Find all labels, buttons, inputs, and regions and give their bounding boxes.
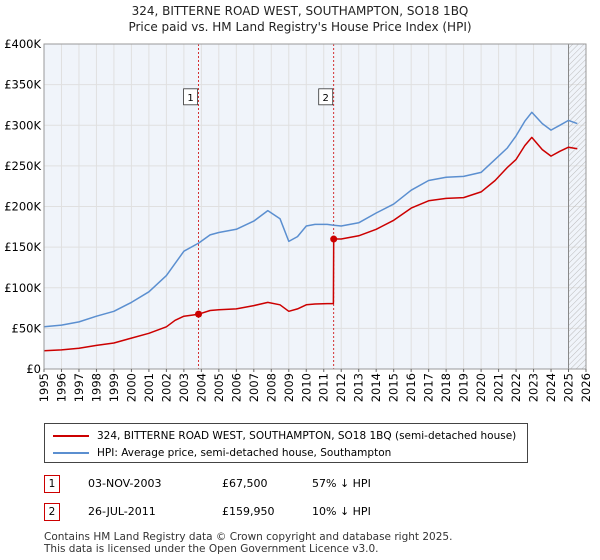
x-tick-label: 2000: [124, 373, 138, 402]
x-tick-label: 2015: [387, 373, 401, 402]
x-tick-label: 2016: [404, 373, 418, 402]
legend-swatch-property: [53, 435, 89, 437]
transaction-price: £67,500: [222, 477, 268, 490]
transaction-hpi-diff: 57% ↓ HPI: [312, 477, 371, 490]
grid: [43, 43, 587, 370]
sale-point: [330, 235, 338, 243]
y-tick-label: £300K: [4, 118, 41, 132]
x-tick-label: 2007: [247, 373, 261, 402]
chart-subtitle: Price paid vs. HM Land Registry's House …: [128, 20, 471, 34]
x-tick-label: 2024: [544, 373, 558, 402]
x-tick-label: 2018: [439, 373, 453, 402]
y-tick-label: £50K: [12, 321, 42, 335]
x-tick-label: 2003: [177, 373, 191, 402]
footer-copyright: Contains HM Land Registry data © Crown c…: [44, 531, 453, 543]
sale-label-box: [183, 88, 198, 106]
y-tick-label: £200K: [4, 200, 41, 214]
y-tick-label: £150K: [4, 240, 41, 254]
series-lines: [43, 111, 578, 352]
x-tick-label: 2006: [229, 373, 243, 402]
transaction-hpi-diff: 10% ↓ HPI: [312, 505, 371, 518]
transaction-badge: 2: [44, 503, 60, 521]
x-tick-label: 2010: [299, 373, 313, 402]
transaction-price: £159,950: [222, 505, 275, 518]
x-tick-label: 1999: [107, 373, 121, 402]
x-tick-label: 1995: [37, 373, 51, 402]
property-price-line: [43, 136, 578, 352]
sale-label-box: [318, 88, 334, 106]
sale-point: [195, 310, 203, 318]
x-tick-label: 2025: [562, 373, 576, 402]
y-tick-label: £250K: [4, 159, 41, 173]
legend-item-property: 324, BITTERNE ROAD WEST, SOUTHAMPTON, SO…: [53, 427, 516, 445]
legend-item-hpi: HPI: Average price, semi-detached house,…: [53, 444, 391, 462]
y-tick-label: £100K: [4, 281, 41, 295]
price-chart: 324, BITTERNE ROAD WEST, SOUTHAMPTON, SO…: [4, 4, 593, 402]
x-tick-label: 2002: [159, 373, 173, 402]
sale-markers: [195, 235, 338, 318]
sale-label-text: 1: [187, 93, 193, 104]
x-tick-label: 2004: [194, 373, 208, 402]
x-tick-label: 2017: [422, 373, 436, 402]
x-tick-label: 1996: [54, 373, 68, 402]
x-tick-label: 2014: [369, 373, 383, 402]
footer-license: This data is licensed under the Open Gov…: [44, 543, 379, 555]
plot-frame: [43, 43, 587, 370]
transaction-date: 26-JUL-2011: [88, 505, 156, 518]
transaction-date: 03-NOV-2003: [88, 477, 162, 490]
legend-swatch-hpi: [53, 452, 89, 454]
x-tick-label: 2001: [142, 373, 156, 402]
legend-label-property: 324, BITTERNE ROAD WEST, SOUTHAMPTON, SO…: [97, 430, 517, 442]
legend-label-hpi: HPI: Average price, semi-detached house,…: [97, 447, 392, 459]
transaction-badge: 1: [44, 475, 60, 493]
legend: 324, BITTERNE ROAD WEST, SOUTHAMPTON, SO…: [44, 423, 528, 463]
x-tick-label: 2005: [212, 373, 226, 402]
x-tick-label: 2026: [579, 373, 593, 402]
hpi-line: [43, 111, 578, 328]
y-tick-label: £350K: [4, 78, 41, 92]
x-tick-label: 1998: [89, 373, 103, 402]
y-tick-label: £400K: [4, 37, 41, 51]
x-tick-label: 2019: [457, 373, 471, 402]
x-tick-label: 2012: [334, 373, 348, 402]
chart-title: 324, BITTERNE ROAD WEST, SOUTHAMPTON, SO…: [132, 4, 469, 18]
y-tick-label: £0: [26, 362, 41, 376]
x-tick-label: 2023: [527, 373, 541, 402]
x-tick-label: 2020: [474, 373, 488, 402]
sale-label-text: 2: [323, 93, 329, 104]
footer: Contains HM Land Registry data © Crown c…: [44, 531, 452, 555]
x-tick-label: 2021: [492, 373, 506, 402]
x-tick-label: 2011: [317, 373, 331, 402]
x-tick-label: 2022: [509, 373, 523, 402]
axes: £0 £50K £100K £150K £200K £250K £300K £350K £400…: [4, 37, 593, 402]
x-tick-label: 2013: [352, 373, 366, 402]
projection-hatch: [568, 44, 586, 369]
x-tick-label: 1997: [72, 373, 86, 402]
x-tick-label: 2008: [264, 373, 278, 402]
x-tick-label: 2009: [282, 373, 296, 402]
